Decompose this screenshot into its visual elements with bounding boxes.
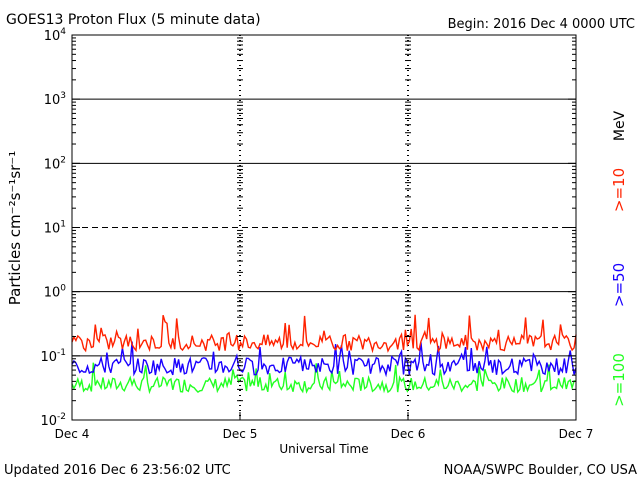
series-line xyxy=(71,314,577,354)
chart-title: GOES13 Proton Flux (5 minute data) xyxy=(6,12,261,28)
legend-series-label: >=50 xyxy=(610,263,628,307)
y-tick-label: 101 xyxy=(44,220,66,237)
y-axis-ticks: 104 103 102 101 100 10-1 10-2 xyxy=(40,27,576,429)
y-tick-label: 10-2 xyxy=(40,412,66,429)
legend-series-label: >=100 xyxy=(610,353,628,407)
x-tick-label: Dec 4 xyxy=(55,427,90,441)
series-legend: >=10 >=50 >=100 MeV xyxy=(610,110,628,406)
grid-lines xyxy=(72,35,576,420)
y-tick-label: 100 xyxy=(44,284,67,301)
series-line xyxy=(71,341,577,378)
legend-series-label: >=10 xyxy=(610,168,628,212)
y-tick-label: 102 xyxy=(44,155,66,172)
y-tick-label: 104 xyxy=(44,27,67,44)
y-tick-label: 10-1 xyxy=(40,348,66,365)
x-axis-ticks: Dec 4 Dec 5 Dec 6 Dec 7 xyxy=(55,412,594,441)
data-series xyxy=(71,314,577,395)
x-tick-label: Dec 5 xyxy=(223,427,258,441)
x-tick-label: Dec 6 xyxy=(391,427,426,441)
y-axis-label: Particles cm⁻²s⁻¹sr⁻¹ xyxy=(6,151,24,305)
x-tick-label: Dec 7 xyxy=(559,427,594,441)
y-tick-label: 103 xyxy=(44,91,66,108)
series-line xyxy=(71,362,576,395)
updated-time: Updated 2016 Dec 6 23:56:02 UTC xyxy=(4,463,231,478)
source-credit: NOAA/SWPC Boulder, CO USA xyxy=(444,463,637,478)
legend-unit: MeV xyxy=(612,110,628,141)
begin-time: Begin: 2016 Dec 4 0000 UTC xyxy=(448,17,635,32)
x-axis-label: Universal Time xyxy=(279,442,368,456)
